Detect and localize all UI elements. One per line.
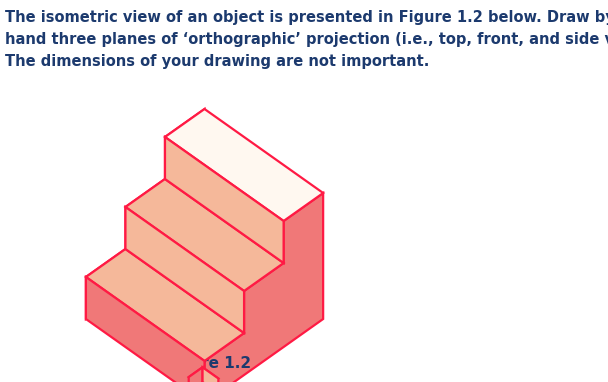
Polygon shape (204, 193, 323, 382)
Polygon shape (125, 207, 244, 333)
Polygon shape (86, 109, 204, 319)
Polygon shape (188, 367, 202, 382)
Polygon shape (165, 109, 323, 221)
Text: Figure 1.2: Figure 1.2 (164, 356, 251, 371)
Polygon shape (202, 367, 218, 382)
Polygon shape (125, 179, 283, 291)
Polygon shape (165, 137, 283, 263)
Text: The isometric view of an object is presented in Figure 1.2 below. Draw by: The isometric view of an object is prese… (5, 10, 608, 25)
Polygon shape (86, 249, 244, 361)
Text: The dimensions of your drawing are not important.: The dimensions of your drawing are not i… (5, 54, 430, 69)
Polygon shape (86, 277, 204, 382)
Polygon shape (188, 367, 218, 382)
Text: hand three planes of ‘orthographic’ projection (i.e., top, front, and side views: hand three planes of ‘orthographic’ proj… (5, 32, 608, 47)
